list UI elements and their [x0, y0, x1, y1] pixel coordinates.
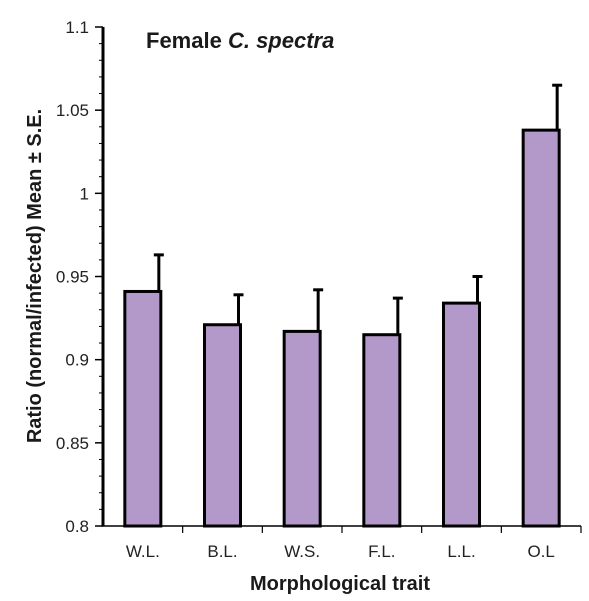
y-tick-label: 1.1 — [65, 18, 89, 37]
bar — [521, 128, 561, 528]
axes-layer: 0.8 0.85 0.9 0.95 1 1.05 1.1 W.L. B.L. W.S. F.L. L.… — [56, 18, 582, 561]
x-tick-label: W.L. — [126, 542, 160, 561]
y-tick-label: 0.95 — [56, 268, 89, 287]
y-tick-label: 0.9 — [65, 351, 89, 370]
bar — [123, 289, 163, 528]
y-tick-label: 0.8 — [65, 517, 89, 536]
y-tick-label: 1.05 — [56, 101, 89, 120]
x-tick-label: W.S. — [284, 542, 320, 561]
x-tick-label: L.L. — [447, 542, 475, 561]
x-tick-label: B.L. — [207, 542, 237, 561]
bar — [362, 333, 402, 528]
x-axis-title: Morphological trait — [250, 573, 430, 595]
chart-title-species: C. spectra — [228, 28, 334, 53]
y-axis-title: Ratio (normal/infected) Mean ± S.E. — [24, 109, 46, 443]
y-tick-label: 0.85 — [56, 434, 89, 453]
x-tick-label: F.L. — [368, 542, 395, 561]
x-tick-label: O.L — [527, 542, 554, 561]
bars-layer — [123, 83, 563, 528]
bar — [203, 323, 242, 528]
y-tick-label: 1 — [80, 184, 89, 203]
chart-title: Female C. spectra — [146, 28, 334, 53]
bar — [282, 329, 322, 528]
chart-title-text: Female — [146, 28, 222, 53]
bar — [442, 301, 481, 528]
